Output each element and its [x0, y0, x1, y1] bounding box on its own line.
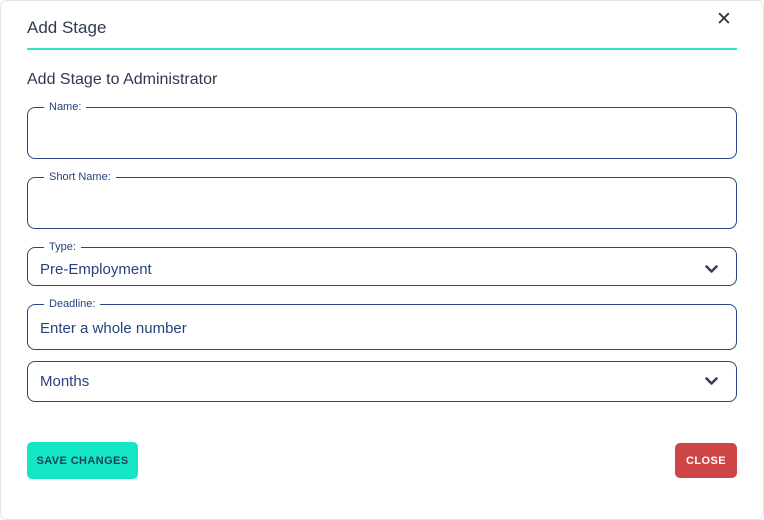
deadline-field: Deadline: [27, 298, 737, 350]
header-divider [27, 48, 737, 50]
close-button[interactable]: CLOSE [675, 443, 737, 478]
short-name-field-label: Short Name: [49, 171, 111, 183]
dialog-footer: SAVE CHANGES CLOSE [27, 442, 737, 479]
dialog-subtitle: Add Stage to Administrator [27, 71, 218, 88]
name-input[interactable] [38, 113, 726, 147]
save-changes-button[interactable]: SAVE CHANGES [27, 442, 138, 479]
type-field-label: Type: [49, 241, 76, 253]
name-field-label: Name: [49, 101, 82, 113]
deadline-unit-select-value: Months [40, 373, 90, 390]
chevron-down-icon [705, 261, 718, 279]
type-field: Type: Pre-Employment [27, 241, 737, 286]
short-name-input[interactable] [38, 183, 726, 217]
type-select[interactable]: Pre-Employment [38, 253, 726, 287]
deadline-unit-select[interactable]: Months [27, 361, 737, 402]
name-field: Name: [27, 101, 737, 159]
dialog-header: Add Stage ✕ [27, 1, 737, 38]
deadline-field-label: Deadline: [49, 298, 96, 310]
chevron-down-icon [705, 373, 718, 391]
close-icon[interactable]: ✕ [709, 5, 739, 35]
short-name-field: Short Name: [27, 171, 737, 229]
dialog-title: Add Stage [27, 18, 107, 37]
type-select-value: Pre-Employment [40, 261, 152, 278]
deadline-input[interactable] [38, 310, 726, 344]
